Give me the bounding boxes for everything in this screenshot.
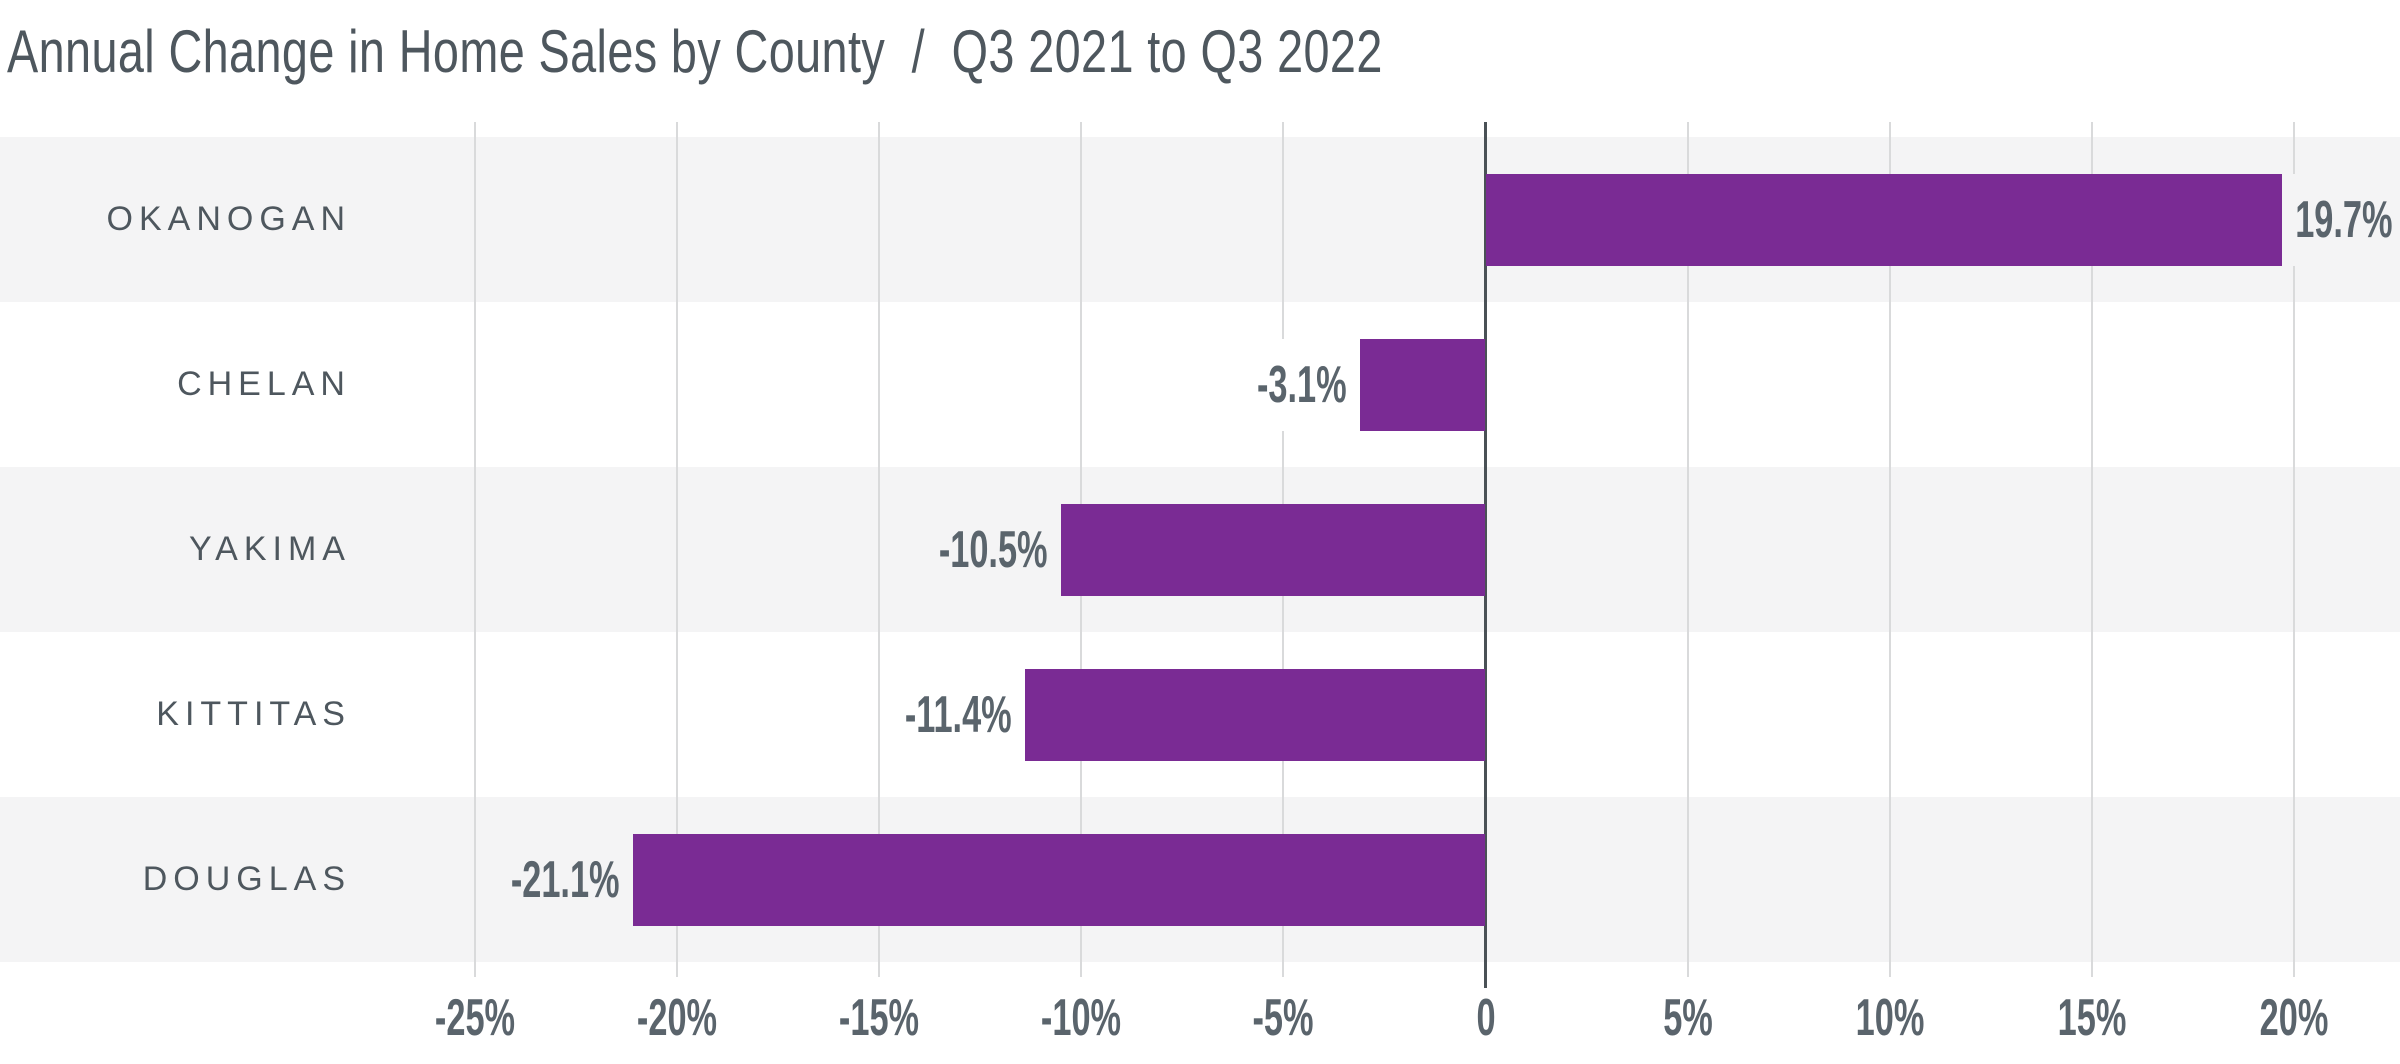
- county-label: YAKIMA: [189, 530, 351, 568]
- x-tick-label: 5%: [1662, 989, 1713, 1047]
- gridline: [2292, 122, 2295, 977]
- gridline: [1888, 122, 1891, 977]
- county-label: CHELAN: [177, 365, 351, 403]
- value-label: -21.1%: [497, 833, 633, 926]
- value-label: -3.1%: [1244, 338, 1361, 431]
- bar: [1024, 668, 1486, 761]
- x-tick-label: -15%: [839, 989, 920, 1047]
- x-tick-label: 15%: [2057, 989, 2127, 1047]
- gridline: [878, 122, 881, 977]
- bar: [632, 833, 1486, 926]
- gridline: [2090, 122, 2093, 977]
- value-label: -11.4%: [891, 668, 1025, 761]
- x-tick-label: 0: [1475, 989, 1496, 1047]
- gridline: [1686, 122, 1689, 977]
- county-label: OKANOGAN: [106, 200, 351, 238]
- x-tick-label: -10%: [1041, 989, 1122, 1047]
- title-period: Q3 2021 to Q3 2022: [951, 18, 1383, 85]
- x-tick-label: 10%: [1855, 989, 1925, 1047]
- bar: [1485, 173, 2282, 266]
- county-label: KITTITAS: [156, 695, 351, 733]
- title-main: Annual Change in Home Sales by County: [7, 18, 886, 85]
- value-label: 19.7%: [2281, 173, 2400, 266]
- x-tick-label: 20%: [2259, 989, 2329, 1047]
- value-label: -10.5%: [925, 503, 1062, 596]
- bar: [1061, 503, 1486, 596]
- x-tick-label: -25%: [434, 989, 516, 1047]
- gridline: [474, 122, 476, 977]
- title-separator: /: [911, 18, 926, 85]
- county-label: DOUGLAS: [142, 860, 351, 898]
- row-stripe: [0, 302, 2400, 467]
- bar: [1360, 338, 1486, 431]
- gridline: [676, 122, 679, 977]
- zero-line: [1484, 122, 1487, 988]
- x-tick-label: -5%: [1252, 989, 1314, 1047]
- chart-title: Annual Change in Home Sales by County / …: [7, 20, 1383, 84]
- x-tick-label: -20%: [637, 989, 718, 1047]
